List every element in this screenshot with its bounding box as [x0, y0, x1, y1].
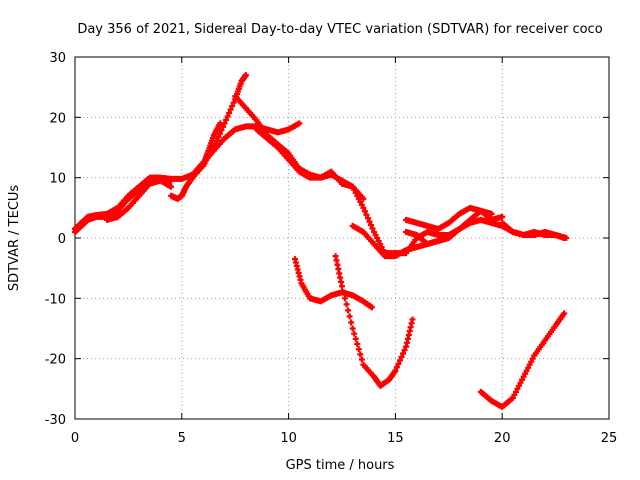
data-point — [339, 283, 345, 290]
data-point — [368, 304, 375, 311]
data-point — [561, 310, 568, 317]
y-tick-label: -30 — [45, 413, 66, 428]
series-arc-7 — [253, 126, 367, 202]
data-point — [393, 364, 400, 371]
data-point — [219, 123, 226, 130]
x-tick-label: 0 — [71, 431, 79, 446]
data-point — [355, 346, 362, 353]
data-point — [223, 116, 230, 123]
data-point — [409, 316, 416, 323]
data-point — [168, 183, 175, 190]
series-arc-12 — [292, 256, 375, 311]
data-point — [354, 341, 361, 348]
data-point — [168, 177, 175, 184]
data-point — [349, 325, 356, 332]
ticks: 0 5 10 15 20 25 -30 -20 -10 0 10 20 30 — [45, 51, 618, 446]
data-point — [499, 213, 506, 220]
data-point — [369, 225, 376, 232]
x-tick-label: 10 — [280, 431, 297, 446]
y-tick-label: 10 — [49, 172, 66, 187]
x-tick-label: 20 — [494, 431, 511, 446]
series-arc-11 — [499, 219, 568, 241]
data-point — [363, 211, 370, 218]
data-point — [358, 356, 365, 363]
data-point — [361, 208, 368, 215]
series-arc-9 — [403, 204, 506, 232]
series-arc-10 — [403, 207, 495, 248]
data-marks — [72, 72, 570, 410]
data-point — [215, 134, 222, 141]
data-point — [296, 120, 303, 127]
data-point — [229, 103, 236, 110]
data-point — [224, 113, 231, 120]
y-axis-title: SDTVAR / TECUs — [7, 185, 22, 292]
data-point — [343, 301, 350, 308]
data-point — [345, 307, 352, 314]
y-tick-label: 20 — [49, 111, 66, 126]
data-point — [212, 141, 219, 148]
data-point — [366, 218, 373, 225]
grid — [75, 57, 609, 419]
data-point — [360, 195, 367, 202]
x-tick-label: 15 — [387, 431, 404, 446]
series-arc-6 — [232, 93, 452, 257]
data-point — [221, 120, 228, 127]
data-point — [227, 106, 234, 113]
data-point — [367, 222, 374, 229]
y-tick-label: -20 — [45, 353, 66, 368]
data-point — [213, 137, 220, 144]
series-arc-2 — [72, 177, 175, 235]
data-point — [210, 144, 217, 151]
data-point — [400, 350, 407, 357]
series-arc-3 — [104, 177, 175, 223]
chart-title: Day 356 of 2021, Sidereal Day-to-day VTE… — [77, 22, 602, 37]
data-point — [396, 357, 403, 364]
data-point — [226, 110, 233, 117]
data-point — [216, 130, 223, 137]
data-point — [230, 99, 237, 106]
data-point — [364, 215, 371, 222]
data-point — [351, 330, 358, 337]
y-tick-label: 30 — [49, 51, 66, 66]
data-point — [401, 347, 408, 354]
x-tick-label: 5 — [178, 431, 186, 446]
data-point — [218, 127, 225, 134]
data-point — [346, 313, 353, 320]
data-point — [348, 319, 355, 326]
y-tick-label: 0 — [58, 232, 66, 247]
data-point — [561, 235, 568, 241]
x-tick-label: 25 — [601, 431, 618, 446]
data-point — [398, 353, 405, 360]
series-arc-4 — [168, 120, 224, 202]
data-point — [340, 289, 347, 296]
x-axis-title: GPS time / hours — [286, 458, 395, 473]
data-point — [342, 295, 349, 302]
data-point — [242, 72, 249, 79]
data-point — [352, 335, 359, 342]
data-point — [360, 204, 367, 211]
data-point — [392, 367, 399, 374]
data-point — [488, 210, 495, 217]
data-point — [357, 351, 364, 358]
data-point — [395, 360, 402, 367]
series-arc-14 — [477, 310, 568, 410]
series-arc-13 — [332, 253, 416, 389]
y-tick-label: -10 — [45, 292, 66, 307]
